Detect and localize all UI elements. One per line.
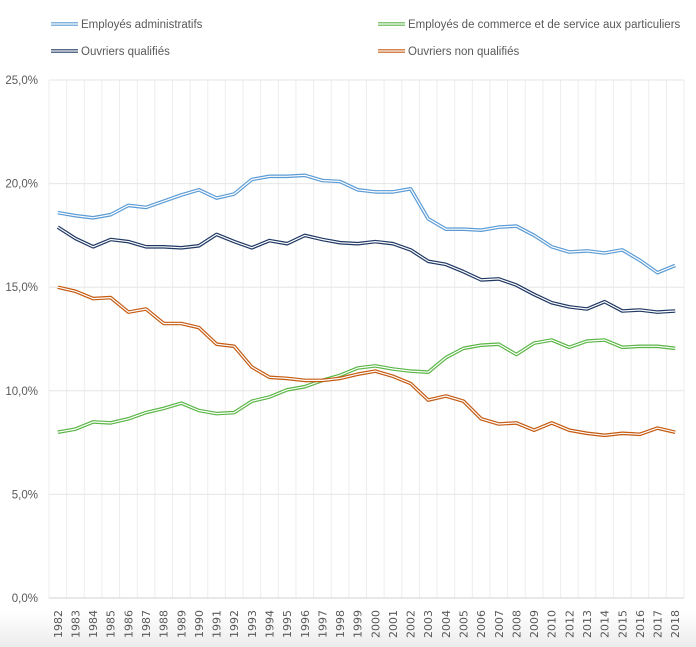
x-tick-label: 2012 — [563, 610, 576, 638]
x-tick-label: 2013 — [581, 610, 594, 638]
x-tick-label: 2014 — [599, 610, 612, 638]
x-tick-label: 1991 — [211, 610, 224, 638]
series-1 — [57, 338, 676, 434]
x-tick-label: 1984 — [87, 610, 100, 638]
legend-item: Ouvriers qualifiés — [51, 46, 170, 58]
x-tick-label: 2008 — [510, 610, 523, 638]
legend-item: Employés de commerce et de service aux p… — [378, 19, 681, 31]
y-tick-label: 0,0% — [12, 593, 38, 605]
legend-label: Employés de commerce et de service aux p… — [408, 19, 681, 31]
legend-item: Employés administratifs — [51, 19, 203, 31]
series-0 — [57, 173, 676, 275]
x-tick-label: 2018 — [669, 610, 682, 638]
bottom-band — [0, 612, 696, 647]
legend-label: Ouvriers non qualifiés — [408, 46, 519, 58]
x-tick-label: 1989 — [175, 610, 188, 638]
x-tick-label: 1988 — [158, 610, 171, 638]
series-line-inner — [57, 174, 676, 274]
x-tick-label: 1983 — [69, 610, 82, 638]
y-tick-label: 5,0% — [12, 489, 38, 501]
y-axis-ticks: 0,0% 5,0% 10,0% 15,0% 20,0% 25,0% — [5, 75, 38, 605]
x-tick-label: 2017 — [652, 610, 665, 638]
x-axis-ticks: 1982 1983 1984 1985 1986 1987 1988 1989 1990 1991… — [52, 610, 682, 638]
y-tick-label: 15,0% — [5, 282, 38, 294]
x-tick-label: 1985 — [105, 610, 118, 638]
series-3 — [57, 285, 676, 438]
x-tick-label: 1994 — [263, 610, 276, 638]
gridlines — [48, 79, 685, 599]
x-tick-label: 1995 — [281, 610, 294, 638]
x-tick-label: 2007 — [493, 610, 506, 638]
x-tick-label: 2000 — [369, 610, 382, 638]
series-2 — [56, 225, 676, 314]
x-tick-label: 2006 — [475, 610, 488, 638]
x-tick-label: 2015 — [616, 610, 629, 638]
x-tick-label: 1998 — [334, 610, 347, 638]
x-tick-label: 2009 — [528, 610, 541, 638]
legend-item: Ouvriers non qualifiés — [378, 46, 519, 58]
x-tick-label: 2003 — [422, 610, 435, 638]
x-tick-label: 1987 — [140, 610, 153, 638]
legend: Employés administratifs Employés de comme… — [51, 19, 681, 58]
x-tick-label: 1996 — [299, 610, 312, 638]
y-tick-label: 10,0% — [5, 386, 38, 398]
y-tick-label: 25,0% — [5, 75, 38, 87]
x-tick-label: 2002 — [405, 610, 418, 638]
x-tick-label: 2016 — [634, 610, 647, 638]
x-tick-label: 2001 — [387, 610, 400, 638]
series-line-inner — [57, 226, 676, 313]
series-line-inner — [57, 286, 676, 436]
series-line-inner — [57, 339, 676, 433]
legend-label: Ouvriers qualifiés — [81, 46, 170, 58]
x-tick-label: 1993 — [246, 610, 259, 638]
x-tick-label: 2005 — [458, 610, 471, 638]
x-tick-label: 2004 — [440, 610, 453, 638]
x-tick-label: 2010 — [546, 610, 559, 638]
x-tick-label: 1982 — [52, 610, 65, 638]
y-tick-label: 20,0% — [5, 179, 38, 191]
x-tick-label: 1990 — [193, 610, 206, 638]
x-tick-label: 1986 — [122, 610, 135, 638]
x-tick-label: 1992 — [228, 610, 241, 638]
x-tick-label: 1997 — [316, 610, 329, 638]
legend-label: Employés administratifs — [81, 19, 203, 31]
x-tick-label: 1999 — [352, 610, 365, 638]
series-lines — [56, 173, 676, 438]
